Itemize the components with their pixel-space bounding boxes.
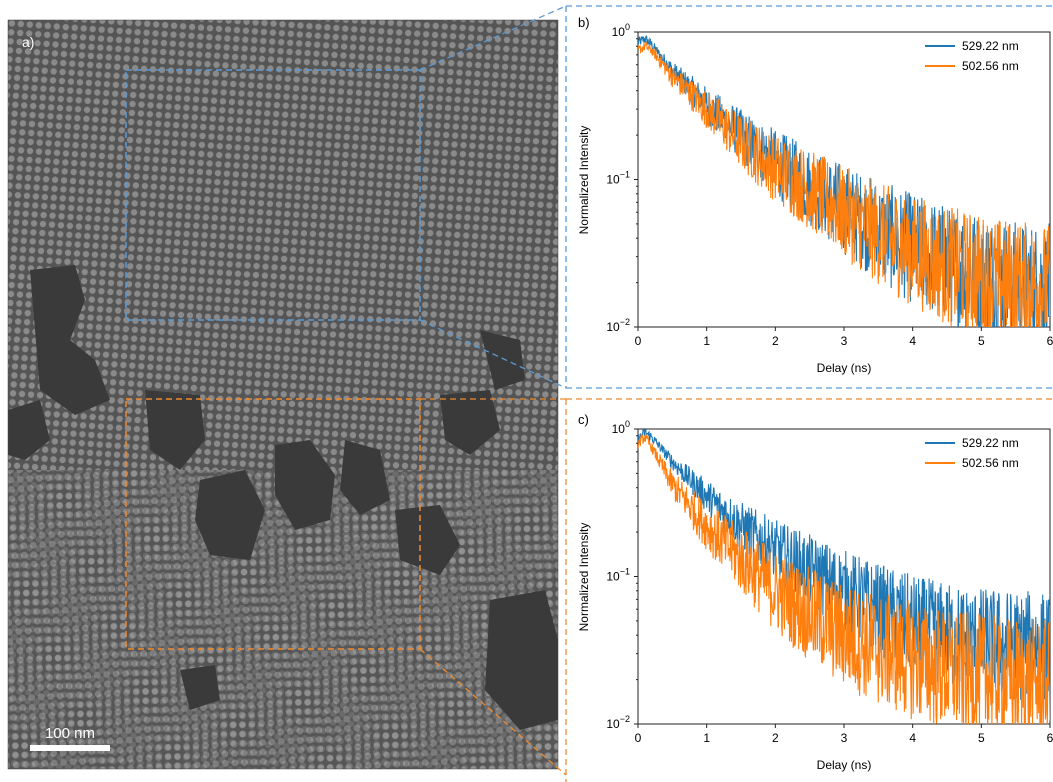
x-tick-label: 5 [978, 731, 985, 745]
chart-c: c) 0 1 2 3 4 5 6 10−2 10−1 100 Delay (ns) Normali… [577, 412, 1053, 772]
scale-bar-label: 100 nm [45, 725, 95, 742]
chart-c-xlabel: Delay (ns) [817, 758, 872, 772]
blue-connector-bottom [419, 319, 567, 389]
x-tick-label: 2 [772, 334, 779, 348]
orange-connector-bottom [419, 648, 567, 776]
x-tick-label: 3 [841, 731, 848, 745]
scale-bar [30, 745, 110, 751]
y-tick-label: 100 [612, 419, 630, 436]
x-tick-label: 4 [909, 731, 916, 745]
y-tick-label: 100 [612, 22, 630, 39]
x-tick-label: 0 [635, 731, 642, 745]
x-tick-label: 1 [703, 731, 710, 745]
y-tick-label: 10−2 [606, 714, 630, 731]
blue-connector-top [419, 5, 567, 71]
series-line-orange [638, 433, 1050, 724]
series-line-orange [638, 41, 1050, 327]
legend-label: 529.22 nm [962, 39, 1019, 53]
chart-b-panel-label: b) [578, 15, 590, 30]
y-tick-label: 10−1 [606, 170, 630, 187]
panel-a-label: a) [22, 34, 34, 50]
x-tick-label: 1 [703, 334, 710, 348]
x-tick-label: 4 [909, 334, 916, 348]
chart-b-xlabel: Delay (ns) [817, 361, 872, 375]
series-line-blue [638, 429, 1050, 701]
x-tick-label: 5 [978, 334, 985, 348]
panel-b-frame [565, 5, 1053, 389]
x-tick-label: 6 [1047, 731, 1053, 745]
x-tick-label: 6 [1047, 334, 1053, 348]
dark-voids [8, 265, 558, 730]
x-tick-label: 2 [772, 731, 779, 745]
chart-b: b) 0 1 2 3 4 5 6 10−2 10−1 100 Delay (ns) Normali… [577, 15, 1053, 375]
sem-image: a) 100 nm [7, 5, 567, 776]
chart-c-ylabel: Normalized Intensity [577, 523, 591, 632]
chart-b-ylabel: Normalized Intensity [577, 126, 591, 235]
legend-label: 502.56 nm [962, 456, 1019, 470]
legend-label: 529.22 nm [962, 436, 1019, 450]
chart-c-panel-label: c) [578, 412, 589, 427]
orange-zoom-box [125, 398, 421, 650]
legend-label: 502.56 nm [962, 59, 1019, 73]
blue-zoom-box [125, 69, 421, 321]
x-tick-label: 0 [635, 334, 642, 348]
y-tick-label: 10−2 [606, 317, 630, 334]
y-tick-label: 10−1 [606, 567, 630, 584]
panel-c-frame [565, 398, 1053, 782]
x-tick-label: 3 [841, 334, 848, 348]
